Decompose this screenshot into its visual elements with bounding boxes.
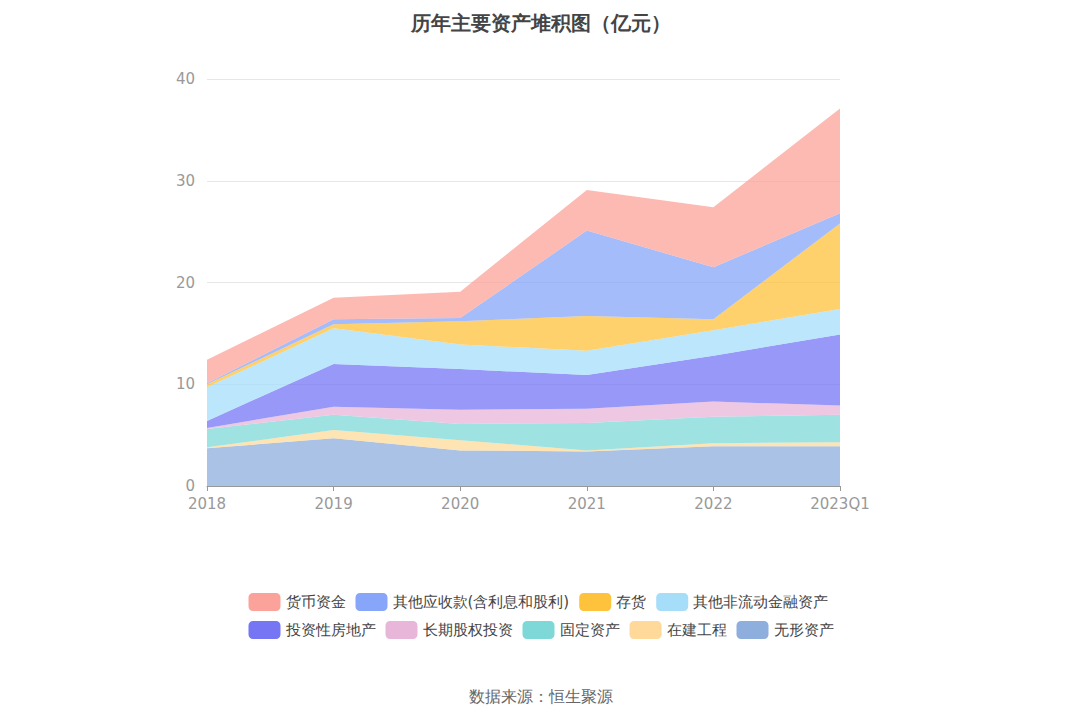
svg-text:无形资产: 无形资产 bbox=[774, 621, 834, 639]
svg-text:历年主要资产堆积图（亿元）: 历年主要资产堆积图（亿元） bbox=[410, 11, 671, 35]
svg-text:货币资金: 货币资金 bbox=[286, 593, 346, 611]
svg-text:40: 40 bbox=[176, 70, 195, 88]
svg-text:30: 30 bbox=[176, 172, 195, 190]
svg-text:在建工程: 在建工程 bbox=[667, 621, 727, 639]
svg-text:2022: 2022 bbox=[694, 495, 732, 513]
svg-text:长期股权投资: 长期股权投资 bbox=[423, 621, 513, 639]
svg-text:数据来源：恒生聚源: 数据来源：恒生聚源 bbox=[469, 687, 613, 706]
svg-text:0: 0 bbox=[185, 477, 195, 495]
svg-text:固定资产: 固定资产 bbox=[560, 621, 620, 639]
svg-text:10: 10 bbox=[176, 375, 195, 393]
svg-text:投资性房地产: 投资性房地产 bbox=[285, 621, 376, 639]
svg-text:其他应收款(含利息和股利): 其他应收款(含利息和股利) bbox=[393, 593, 570, 611]
svg-text:2023Q1: 2023Q1 bbox=[810, 495, 870, 513]
svg-text:2021: 2021 bbox=[568, 495, 606, 513]
svg-text:存货: 存货 bbox=[616, 593, 646, 611]
svg-text:其他非流动金融资产: 其他非流动金融资产 bbox=[693, 593, 828, 611]
svg-text:2019: 2019 bbox=[315, 495, 353, 513]
svg-text:2018: 2018 bbox=[188, 495, 226, 513]
svg-text:2020: 2020 bbox=[441, 495, 479, 513]
svg-text:20: 20 bbox=[176, 274, 195, 292]
